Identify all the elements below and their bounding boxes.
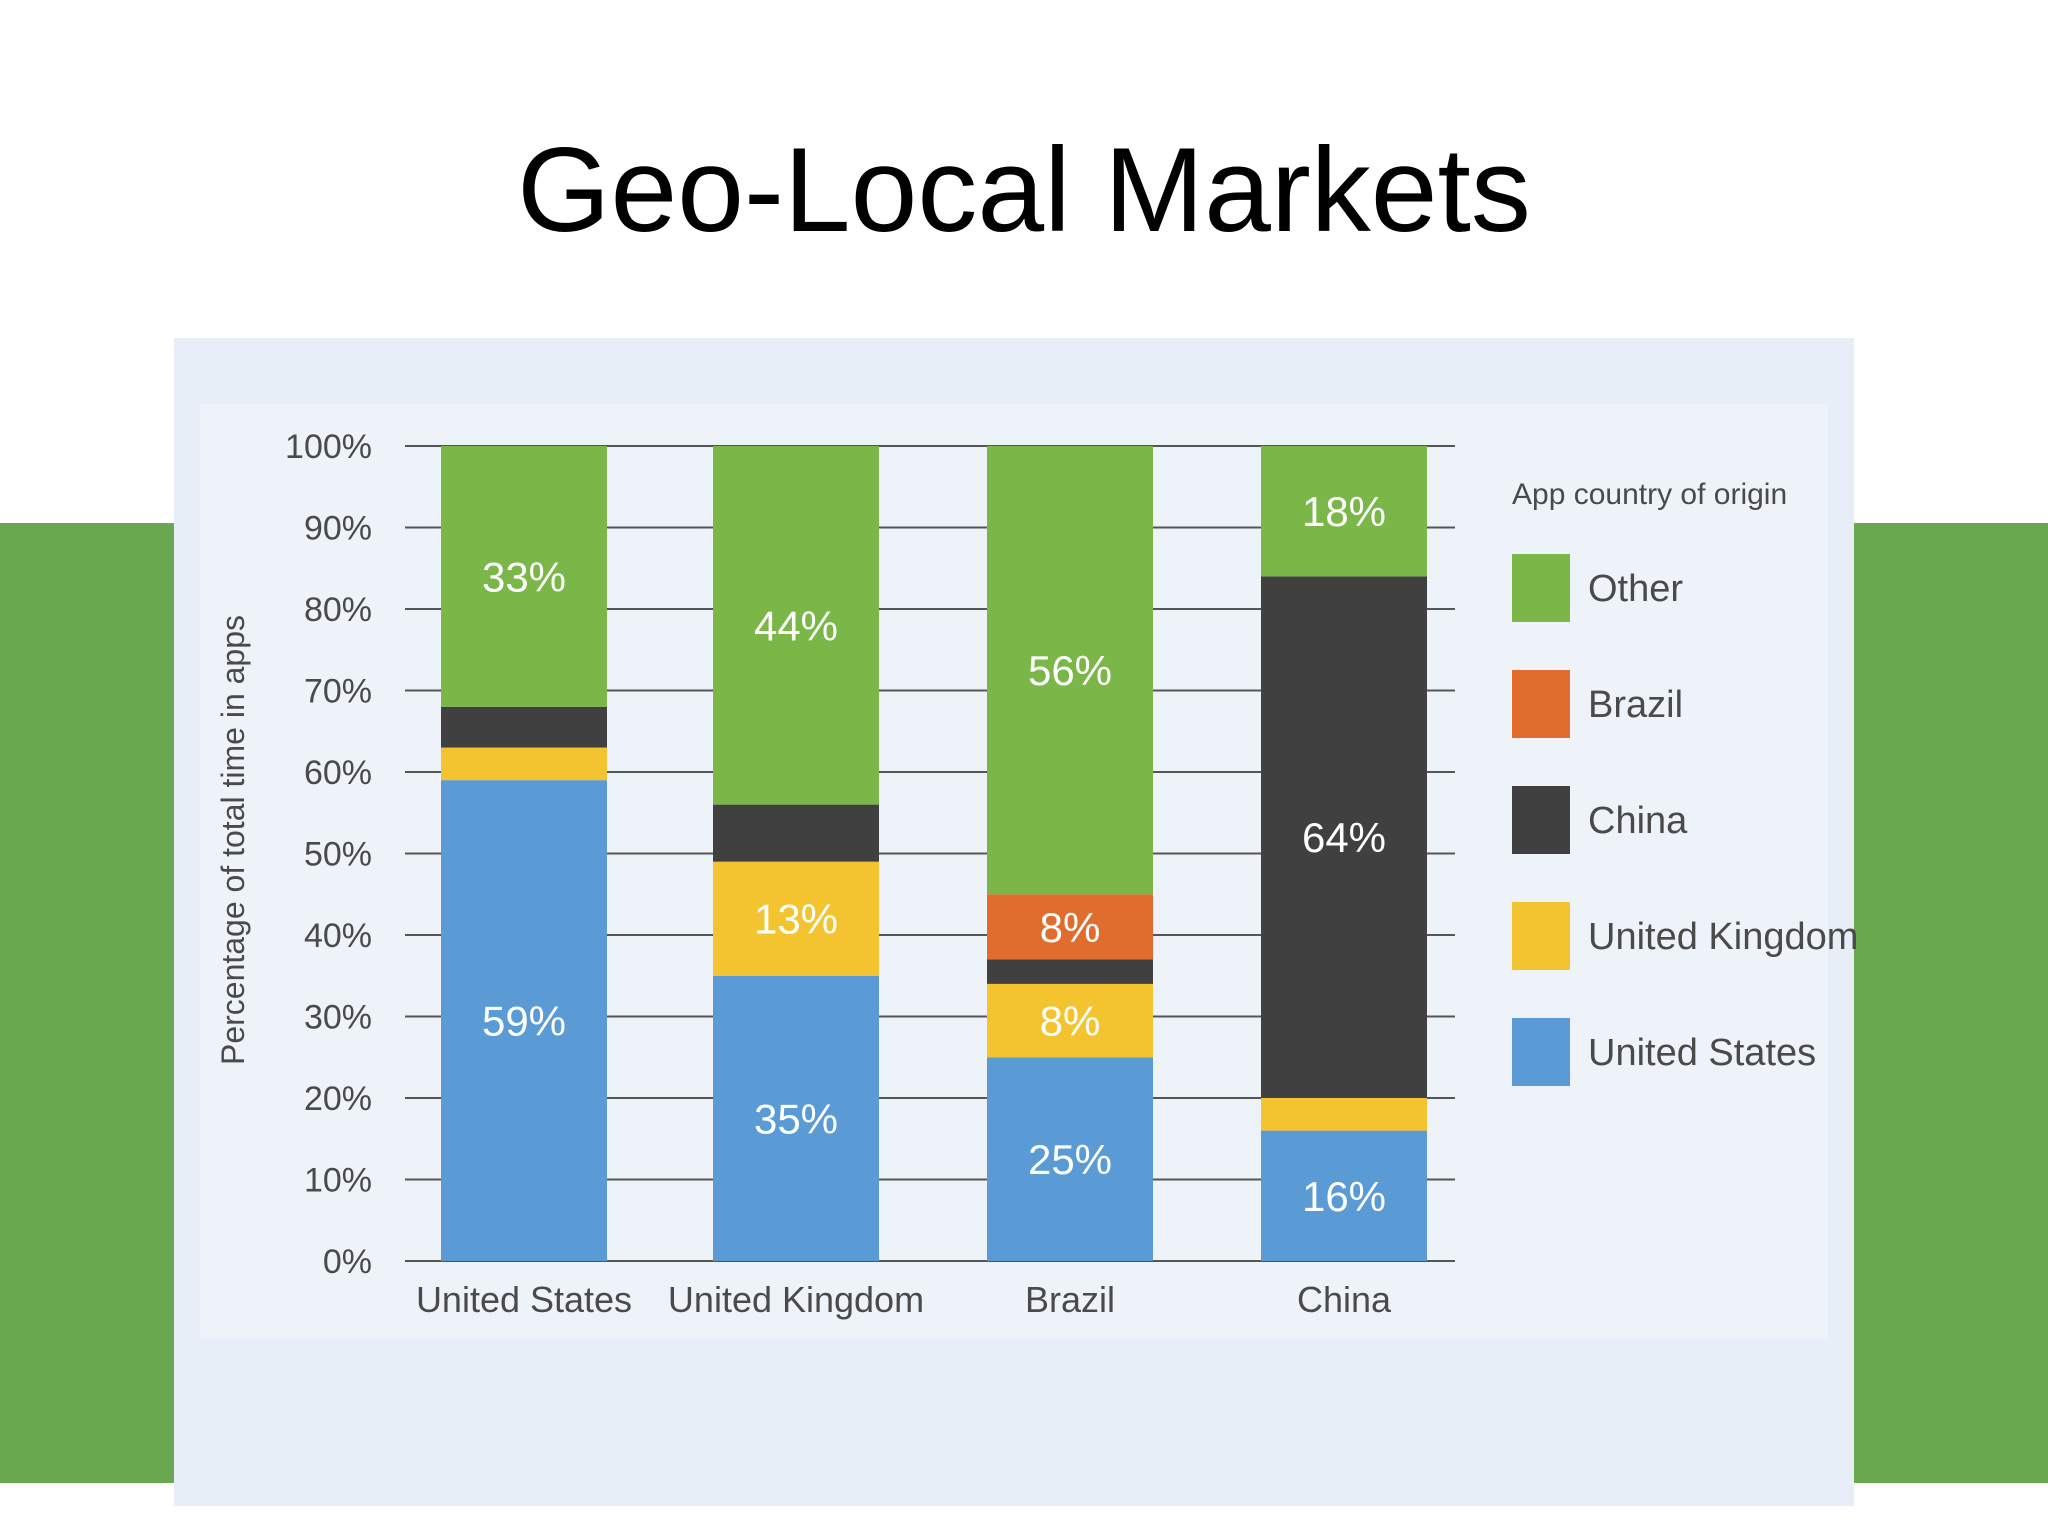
data-label: 18% (1302, 488, 1386, 535)
data-label: 56% (1028, 647, 1112, 694)
data-label: 8% (1040, 998, 1101, 1045)
y-tick-label: 70% (304, 673, 372, 711)
bar-segment (1261, 1130, 1427, 1261)
bar-segment (441, 706, 607, 748)
y-tick-label: 90% (304, 510, 372, 548)
legend-swatch (1512, 786, 1570, 854)
y-tick-label: 40% (304, 917, 372, 955)
legend-swatch (1512, 902, 1570, 970)
bar-segment (713, 861, 879, 976)
bar-segment (441, 780, 607, 1261)
data-label: 8% (1040, 904, 1101, 951)
y-tick-label: 100% (285, 428, 372, 466)
y-tick-label: 20% (304, 1080, 372, 1118)
legend-title: App country of origin (1512, 478, 1787, 511)
legend-swatch (1512, 554, 1570, 622)
bar-segment (987, 959, 1153, 984)
y-tick-label: 30% (304, 999, 372, 1037)
legend-label: United States (1588, 1032, 1816, 1074)
left-green-band (0, 523, 174, 1483)
x-category-label: Brazil (1025, 1279, 1115, 1320)
x-category-label: United Kingdom (668, 1279, 924, 1320)
data-label: 64% (1302, 814, 1386, 861)
x-category-label: China (1297, 1279, 1392, 1320)
bar-segment (441, 446, 607, 707)
legend-swatch (1512, 670, 1570, 738)
legend-label: Other (1588, 568, 1683, 610)
y-tick-label: 80% (304, 591, 372, 629)
legend-label: China (1588, 800, 1688, 842)
bar-segment (1261, 576, 1427, 1098)
bar-segment (713, 975, 879, 1261)
y-tick-label: 10% (304, 1162, 372, 1200)
bar-segment (987, 983, 1153, 1058)
slide-title: Geo-Local Markets (517, 123, 1531, 257)
data-label: 16% (1302, 1173, 1386, 1220)
bar-segment (987, 894, 1153, 960)
bar-segment (1261, 446, 1427, 577)
data-label: 13% (754, 896, 838, 943)
y-tick-label: 60% (304, 754, 372, 792)
y-axis-label: Percentage of total time in apps (215, 615, 251, 1065)
data-label: 59% (482, 998, 566, 1045)
x-category-label: United States (416, 1279, 632, 1320)
bar-segment (441, 747, 607, 781)
bar-segment (987, 1057, 1153, 1261)
y-tick-label: 50% (304, 836, 372, 874)
bar-segment (1261, 1098, 1427, 1131)
data-label: 33% (482, 553, 566, 600)
bar-segment (713, 446, 879, 805)
legend-label: Brazil (1588, 684, 1683, 726)
y-tick-label: 0% (323, 1243, 372, 1281)
legend-swatch (1512, 1018, 1570, 1086)
data-label: 25% (1028, 1136, 1112, 1183)
bar-segment (713, 804, 879, 862)
data-label: 35% (754, 1095, 838, 1142)
data-label: 44% (754, 602, 838, 649)
legend-label: United Kingdom (1588, 916, 1858, 958)
bar-segment (987, 446, 1153, 895)
right-green-band (1854, 523, 2048, 1483)
